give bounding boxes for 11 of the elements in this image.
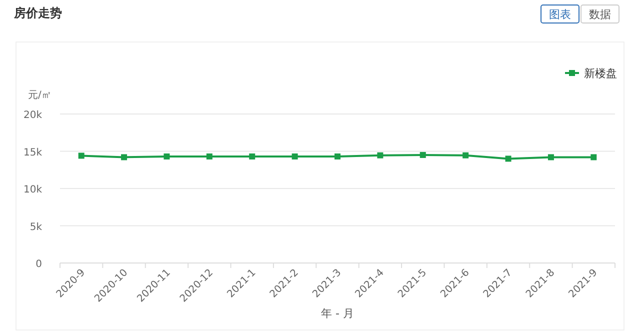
x-axis-title: 年 - 月	[321, 307, 354, 320]
y-axis-title: 元/㎡	[28, 90, 52, 101]
toggle-button: 数据	[580, 4, 620, 24]
legend-label: 新楼盘	[584, 67, 617, 80]
chart-title: 房价走势	[13, 6, 62, 20]
y-tick-label: 15k	[23, 147, 42, 158]
toggle-button: 图表	[540, 4, 580, 24]
y-tick-label: 5k	[30, 222, 42, 233]
y-tick-label: 20k	[23, 110, 42, 121]
y-tick-label: 0	[36, 259, 42, 270]
y-tick-label: 10k	[23, 184, 42, 196]
